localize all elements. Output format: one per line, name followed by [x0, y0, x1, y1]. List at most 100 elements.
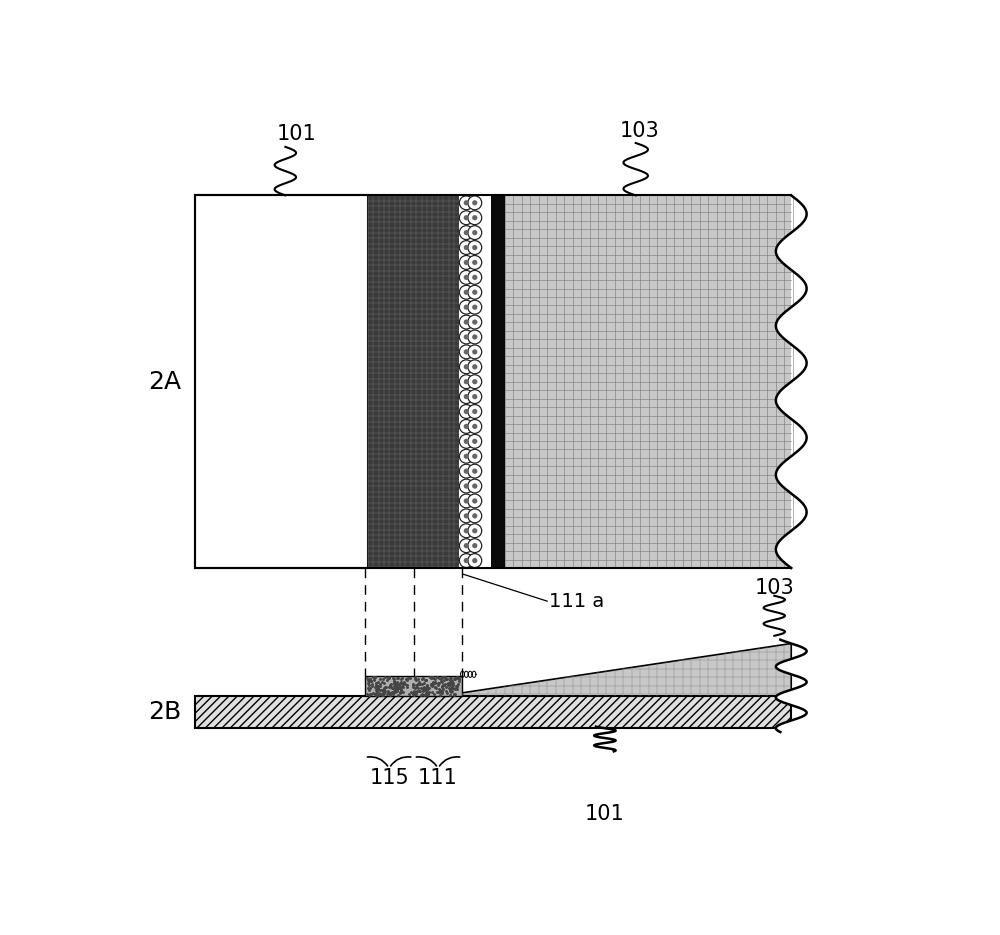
Circle shape [464, 468, 469, 474]
Point [369, 678, 385, 693]
Point [447, 671, 463, 686]
Point [449, 679, 465, 694]
Point [415, 681, 431, 696]
Point [388, 680, 404, 695]
Circle shape [468, 360, 482, 374]
Point [418, 685, 434, 700]
Point [442, 672, 458, 687]
Point [390, 671, 406, 686]
Point [420, 685, 436, 700]
Polygon shape [505, 195, 791, 568]
Point [419, 678, 435, 693]
Point [392, 684, 408, 699]
Point [433, 672, 449, 687]
Circle shape [472, 424, 477, 429]
Circle shape [472, 230, 477, 236]
Point [408, 685, 424, 700]
Point [389, 674, 405, 689]
Point [406, 687, 422, 702]
Point [443, 674, 459, 689]
Point [443, 684, 459, 699]
Point [411, 683, 427, 698]
Point [371, 685, 387, 700]
Point [443, 681, 459, 696]
Point [361, 677, 377, 692]
Point [370, 674, 386, 689]
Circle shape [468, 450, 482, 463]
Point [415, 670, 431, 685]
Point [368, 681, 384, 696]
Point [372, 683, 388, 698]
Point [372, 671, 388, 686]
Point [444, 677, 460, 692]
Point [374, 675, 390, 690]
Point [409, 680, 425, 695]
Point [423, 678, 439, 693]
Point [427, 680, 443, 695]
Point [393, 684, 409, 699]
Point [450, 670, 466, 685]
Point [427, 679, 443, 694]
Circle shape [468, 240, 482, 254]
Point [413, 687, 429, 702]
Point [424, 669, 440, 684]
Point [447, 682, 463, 697]
Point [440, 678, 456, 693]
Circle shape [459, 330, 473, 344]
Circle shape [468, 524, 482, 538]
Point [406, 683, 422, 698]
Point [431, 685, 447, 700]
Polygon shape [491, 195, 505, 568]
Circle shape [459, 240, 473, 254]
Point [376, 682, 392, 697]
Point [417, 672, 433, 687]
Circle shape [468, 420, 482, 433]
Point [441, 681, 457, 696]
Point [367, 687, 383, 702]
Circle shape [468, 494, 482, 508]
Point [360, 672, 376, 687]
Point [431, 675, 447, 690]
Circle shape [464, 513, 469, 519]
Point [407, 670, 423, 685]
Point [380, 686, 396, 701]
Point [385, 686, 401, 701]
Point [389, 684, 405, 699]
Circle shape [464, 320, 469, 324]
Point [434, 686, 450, 701]
Point [379, 672, 395, 687]
Point [422, 669, 438, 684]
Point [389, 670, 405, 685]
Point [442, 678, 458, 693]
Circle shape [468, 479, 482, 493]
Point [432, 683, 448, 698]
Point [396, 674, 412, 689]
Point [391, 681, 407, 696]
Point [386, 679, 402, 694]
Circle shape [464, 424, 469, 429]
Point [386, 676, 402, 691]
Point [393, 671, 409, 686]
Point [362, 671, 378, 686]
Point [408, 678, 424, 693]
Point [403, 684, 419, 699]
Circle shape [464, 335, 469, 339]
Circle shape [472, 439, 477, 444]
Point [366, 670, 382, 685]
Point [378, 680, 394, 695]
Point [363, 686, 379, 701]
Point [399, 677, 415, 692]
Point [429, 684, 445, 699]
Point [388, 679, 404, 694]
Point [442, 682, 458, 697]
Point [424, 676, 440, 691]
Point [387, 677, 403, 692]
Text: 111 a: 111 a [549, 592, 605, 611]
Point [407, 670, 423, 685]
Circle shape [472, 364, 477, 369]
Circle shape [464, 275, 469, 280]
Point [408, 686, 424, 701]
Polygon shape [195, 195, 368, 568]
Point [361, 674, 377, 689]
Point [361, 687, 377, 702]
